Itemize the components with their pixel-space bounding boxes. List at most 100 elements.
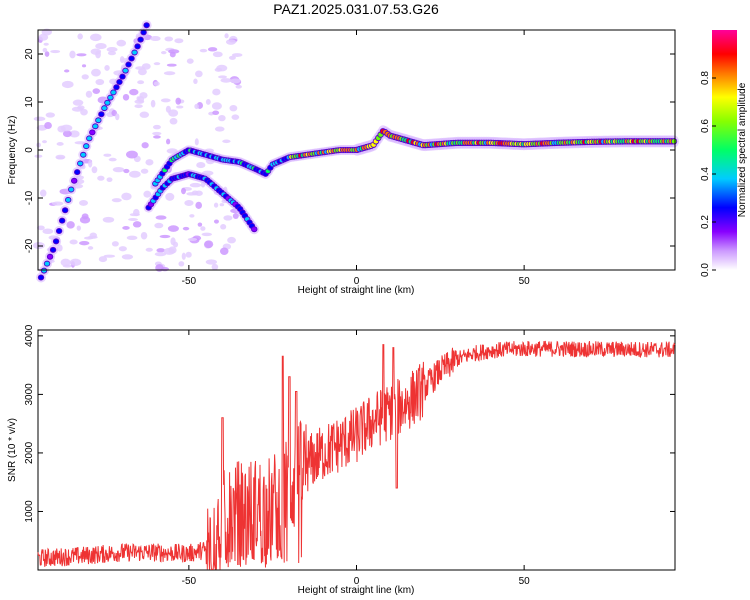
spectrogram-noise-blob xyxy=(207,47,218,52)
snr-xlabel: Height of straight line (km) xyxy=(298,585,415,596)
spectrogram-ridge-cell xyxy=(47,254,53,259)
spectrogram-noise-blob xyxy=(182,226,190,231)
spectrogram-noise-blob xyxy=(111,198,122,203)
spectrogram-noise-blob xyxy=(133,208,140,217)
spectrogram-noise-blob xyxy=(107,51,117,56)
colorbar: 0.0 0.2 0.4 0.6 0.8 Normalized spectral ampl… xyxy=(700,30,748,277)
spectrogram-xtick-label: -50 xyxy=(182,276,197,287)
spectrogram-noise-blob xyxy=(175,97,182,105)
spectrogram-noise-blob xyxy=(121,192,132,201)
spectrogram-noise-blob xyxy=(91,68,101,77)
spectrogram-noise-blob xyxy=(71,106,84,112)
spectrogram-ytick-label: -20 xyxy=(24,238,35,253)
spectrogram-noise-blob xyxy=(134,104,143,109)
spectrogram-ridge-cell xyxy=(123,68,128,73)
spectrogram-noise-blob xyxy=(122,226,130,230)
spectrogram-noise-blob xyxy=(60,258,71,267)
snr-ytick-label: 4000 xyxy=(24,324,35,347)
snr-ytick-label: 1000 xyxy=(24,500,35,523)
spectrogram-noise-blob xyxy=(66,221,75,229)
spectrogram-noise-blob xyxy=(153,135,161,139)
spectrogram-ytick-label: 0 xyxy=(24,147,35,153)
spectrogram-noise-blob xyxy=(87,246,94,250)
spectrogram-ytick-label: 10 xyxy=(24,96,35,108)
spectrogram-noise-blob xyxy=(213,202,219,208)
spectrogram-noise-blob xyxy=(106,46,118,53)
spectrogram-noise-blob xyxy=(106,177,113,182)
spectrogram-noise-blob xyxy=(172,241,179,248)
spectrogram-ridge-cell xyxy=(251,227,257,232)
spectrogram-noise-blob xyxy=(77,33,83,40)
spectrogram-noise-blob xyxy=(232,213,239,219)
spectrogram-axes: -50 0 50 -20 -10 0 10 20 xyxy=(24,30,675,287)
spectrogram-noise-blob xyxy=(103,153,112,157)
spectrogram-noise-blob xyxy=(191,190,199,196)
spectrogram-noise-blob xyxy=(129,170,141,178)
spectrogram-noise-blob xyxy=(145,247,153,252)
spectrogram-noise-blob xyxy=(160,98,171,103)
spectrogram-noise-blob xyxy=(213,219,219,224)
spectrogram-noise-blob xyxy=(231,114,240,120)
spectrogram-noise-blob xyxy=(44,51,50,57)
spectrogram-noise-blob xyxy=(197,222,203,227)
spectrogram-noise-blob xyxy=(79,240,90,246)
spectrogram-noise-blob xyxy=(224,33,229,39)
spectrogram-noise-blob xyxy=(125,150,138,159)
colorbar-ticks: 0.0 0.2 0.4 0.6 0.8 xyxy=(700,71,716,277)
spectrogram-noise-blob xyxy=(161,51,167,55)
spectrogram-ridge-cell xyxy=(44,261,50,266)
spectrogram-noise-blob xyxy=(143,190,152,198)
spectrogram-noise-blob xyxy=(81,64,87,68)
spectrogram-noise-blob xyxy=(44,122,52,130)
spectrogram-noise-blob xyxy=(118,246,127,252)
spectrogram-noise-blob xyxy=(32,241,45,249)
spectrogram-noise-blob xyxy=(111,241,119,247)
spectrogram-noise-blob xyxy=(220,224,227,230)
spectrogram-noise-blob xyxy=(168,109,179,117)
spectrogram-noise-blob xyxy=(193,78,198,85)
spectrogram-noise-blob xyxy=(69,130,80,138)
spectrogram-ridge-cell xyxy=(671,139,677,144)
spectrogram-noise-blob xyxy=(231,53,243,57)
spectrogram-noise-blob xyxy=(89,232,97,238)
spectrogram-noise-blob xyxy=(184,200,194,207)
spectrogram-noise-blob xyxy=(85,90,93,98)
spectrogram-ridge-cell xyxy=(62,208,68,213)
spectrogram-ridge-cell xyxy=(111,90,116,95)
snr-axes: -50 0 50 1000 2000 3000 4000 xyxy=(24,324,675,587)
spectrogram-noise-blob xyxy=(212,110,220,115)
spectrogram-noise-blob xyxy=(51,201,64,206)
spectrogram-noise-blob xyxy=(39,189,47,197)
spectrogram-ridge-cell xyxy=(65,197,71,202)
spectrogram-noise-blob xyxy=(81,74,89,80)
spectrogram-noise-blob xyxy=(137,95,145,103)
spectrogram-noise-blob xyxy=(220,247,229,256)
spectrogram-noise-blob xyxy=(205,98,211,105)
spectrogram-noise-blob xyxy=(150,99,156,108)
spectrogram-noise-blob xyxy=(174,38,184,44)
spectrogram-noise-blob xyxy=(69,258,82,266)
spectrogram-noise-blob xyxy=(108,157,117,162)
spectrogram-noise-blob xyxy=(169,51,176,58)
spectrogram-noise-blob xyxy=(45,112,55,118)
spectrogram-ridge-cell xyxy=(80,152,86,157)
spectrogram-noise-blob xyxy=(126,235,138,241)
spectrogram-noise-blob xyxy=(230,78,241,84)
colorbar-tick-label: 0.0 xyxy=(700,263,711,277)
spectrogram-noise-blob xyxy=(195,70,203,78)
spectrogram-noise-blob xyxy=(122,93,130,101)
spectrogram-ridge-cell xyxy=(144,23,150,28)
spectrogram-noise-blob xyxy=(212,88,221,96)
spectrogram-ridge-cell xyxy=(83,144,89,149)
spectrogram-noise-blob xyxy=(178,261,185,267)
snr-ytick-label: 2000 xyxy=(24,441,35,464)
spectrogram-noise-blob xyxy=(195,201,202,210)
spectrogram-noise-blob xyxy=(220,78,232,83)
spectrogram-noise-blob xyxy=(42,228,54,235)
spectrogram-ytick-label: -10 xyxy=(24,190,35,205)
spectrogram-noise-blob xyxy=(211,102,222,110)
snr-ylabel: SNR (10 * v/v) xyxy=(7,418,18,482)
colorbar-gradient xyxy=(712,30,737,270)
spectrogram-noise-blob xyxy=(90,48,102,55)
